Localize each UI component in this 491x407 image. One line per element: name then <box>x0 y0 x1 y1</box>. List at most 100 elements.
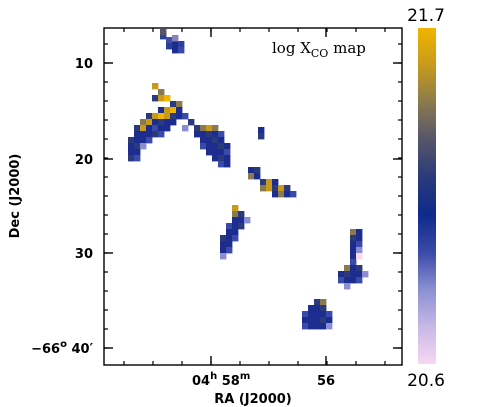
heatmap-cell <box>314 323 321 330</box>
heatmap-cell <box>260 179 267 186</box>
heatmap-cell <box>226 223 233 230</box>
heatmap-cell <box>164 113 171 120</box>
heatmap-cell <box>338 277 345 284</box>
heatmap-cell <box>320 299 327 306</box>
heatmap-cell <box>266 179 273 186</box>
heatmap-cell <box>350 259 357 266</box>
heatmap-cell <box>232 217 239 224</box>
heatmap-cell <box>232 223 239 230</box>
heatmap-cell <box>254 173 261 180</box>
heatmap-cell <box>224 155 231 162</box>
heatmap-cell <box>344 277 351 284</box>
heatmap-cell <box>356 277 363 284</box>
region-north-edge-clump <box>160 29 185 54</box>
heatmap-cell <box>248 173 255 180</box>
heatmap-cell <box>226 235 233 242</box>
heatmap-cell <box>128 137 135 144</box>
heatmap-cell <box>206 137 213 144</box>
heatmap-cell <box>344 265 351 272</box>
heatmap-cell <box>326 311 333 318</box>
colorbar-min-label: 20.6 <box>407 371 445 391</box>
heatmap-cell <box>224 161 231 168</box>
heatmap-cell <box>338 271 345 278</box>
heatmap-cell <box>356 241 363 248</box>
heatmap-cell <box>218 137 225 144</box>
heatmap-cell <box>128 143 135 150</box>
heatmap-cell <box>172 47 179 54</box>
region-western-filament <box>128 83 189 162</box>
heatmap-cell <box>170 101 177 108</box>
heatmap-cell <box>308 317 315 324</box>
heatmap-cell <box>344 283 351 290</box>
heatmap-cell <box>172 41 179 48</box>
heatmap-cell <box>140 137 147 144</box>
heatmap-cell <box>238 223 245 230</box>
heatmap-cell <box>314 317 321 324</box>
region-south-clump <box>220 205 251 260</box>
heatmap-cell <box>356 229 363 236</box>
heatmap-cell <box>218 155 225 162</box>
heatmap-cell <box>158 131 165 138</box>
heatmap-cell <box>356 253 363 260</box>
heatmap-cell <box>220 241 227 248</box>
heatmap-cell <box>232 235 239 242</box>
heatmap-cell <box>224 143 231 150</box>
heatmap-cell <box>244 217 251 224</box>
heatmap-cell <box>272 179 279 186</box>
colorbar-max-label: 21.7 <box>407 6 445 26</box>
heatmap-cell <box>134 137 141 144</box>
heatmap-cell <box>176 101 183 108</box>
heatmap-cell <box>212 143 219 150</box>
heatmap-cell <box>152 119 159 126</box>
heatmap-cell <box>188 119 195 126</box>
heatmap-cell <box>170 107 177 114</box>
heatmap-cell <box>232 205 239 212</box>
colorbar <box>418 28 436 364</box>
region-southeast-clump <box>338 229 369 290</box>
heatmap-cell <box>182 125 189 132</box>
heatmap-cell <box>146 113 153 120</box>
heatmap-cell <box>158 89 165 96</box>
heatmap-cell <box>172 35 179 42</box>
region-central-clump <box>182 119 231 168</box>
heatmap-cell <box>272 191 279 198</box>
heatmap-cell <box>320 323 327 330</box>
heatmap-cell <box>170 119 177 126</box>
heatmap-cell <box>320 305 327 312</box>
heatmap-cell <box>350 229 357 236</box>
heatmap-cell <box>160 29 167 36</box>
heatmap-cell <box>158 113 165 120</box>
heatmap-cell <box>152 125 159 132</box>
heatmap-cell <box>314 299 321 306</box>
heatmap-cell <box>326 323 333 330</box>
heatmap-cell <box>308 305 315 312</box>
heatmap-cell <box>146 119 153 126</box>
heatmap-cell <box>206 149 213 156</box>
heatmap-cell <box>128 149 135 156</box>
heatmap-cell <box>326 317 333 324</box>
y-tick-label: 30 <box>75 247 93 262</box>
x-axis-label: RA (J2000) <box>214 392 292 407</box>
heatmap-cell <box>266 185 273 192</box>
heatmap-cell <box>254 167 261 174</box>
heatmap-cell <box>350 253 357 260</box>
heatmap-cell <box>278 191 285 198</box>
heatmap-cell <box>350 265 357 272</box>
heatmap-cell <box>320 311 327 318</box>
heatmap-cell <box>206 143 213 150</box>
heatmap-cell <box>160 33 167 40</box>
heatmap-cell <box>176 113 183 120</box>
heatmap-cell <box>178 47 185 54</box>
heatmap-cell <box>314 305 321 312</box>
heatmap-cell <box>344 271 351 278</box>
heatmap-cell <box>284 191 291 198</box>
heatmap-cell <box>350 271 357 278</box>
region-small-dot <box>258 127 265 140</box>
y-tick-label: 10 <box>75 57 93 72</box>
heatmap-cell <box>152 113 159 120</box>
heatmap-cell <box>212 137 219 144</box>
heatmap-cell <box>218 149 225 156</box>
heatmap-cell <box>220 235 227 242</box>
heatmap-cell <box>200 137 207 144</box>
heatmap-cell <box>350 247 357 254</box>
